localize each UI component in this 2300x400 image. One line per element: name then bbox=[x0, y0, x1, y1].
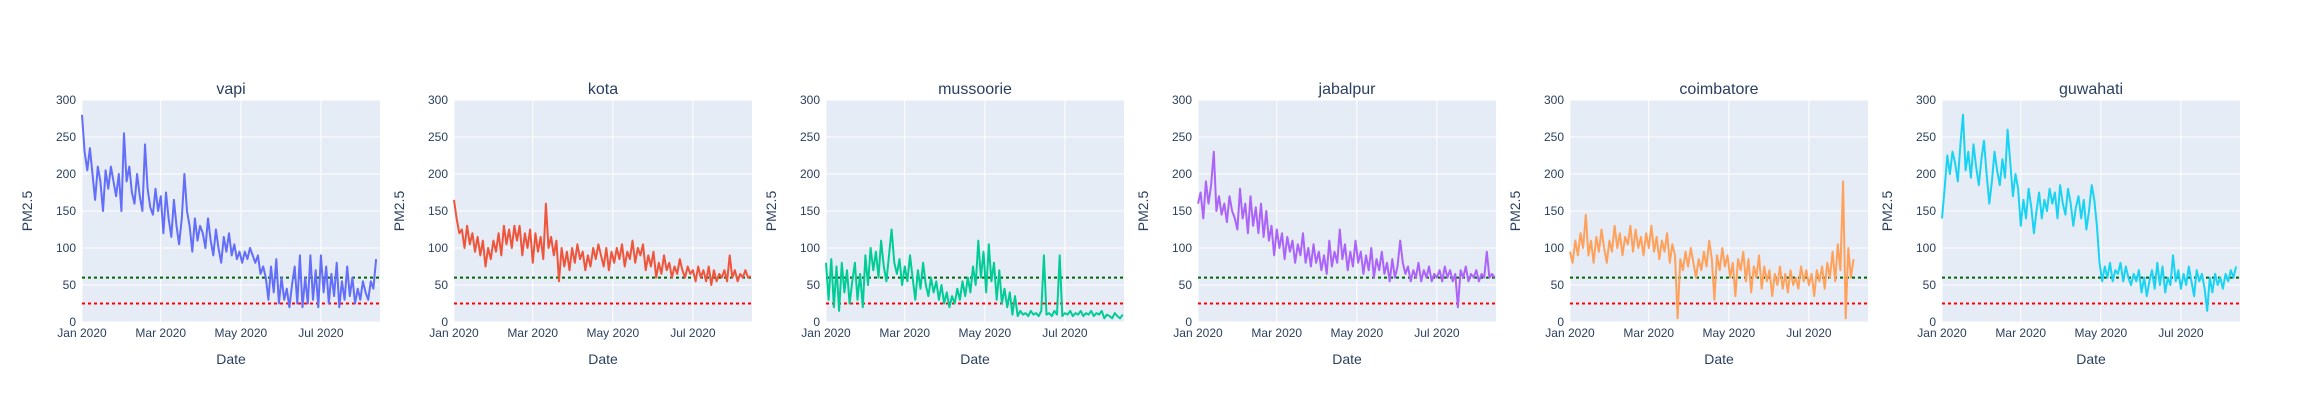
x-tick-label: Jan 2020 bbox=[57, 326, 107, 340]
y-tick-label: 150 bbox=[800, 204, 820, 218]
x-axis-title: Date bbox=[2076, 351, 2106, 367]
x-tick-label: Mar 2020 bbox=[1623, 326, 1674, 340]
series-line-jabalpur bbox=[1197, 150, 1496, 309]
y-tick-label: 150 bbox=[1916, 204, 1936, 218]
y-tick-label: 50 bbox=[1179, 278, 1193, 292]
x-tick-label: Jul 2020 bbox=[1414, 326, 1460, 340]
subplot-title: guwahati bbox=[2059, 81, 2123, 98]
y-tick-label: 250 bbox=[1916, 130, 1936, 144]
x-tick-label: Jan 2020 bbox=[1545, 326, 1595, 340]
y-tick-label: 100 bbox=[800, 241, 820, 255]
y-axis-title: PM2.5 bbox=[1879, 191, 1895, 232]
subplot-title: kota bbox=[588, 81, 618, 98]
y-tick-label: 200 bbox=[428, 167, 448, 181]
y-tick-label: 50 bbox=[63, 278, 77, 292]
y-axis-title: PM2.5 bbox=[391, 191, 407, 232]
y-tick-label: 150 bbox=[1544, 204, 1564, 218]
y-tick-label: 0 bbox=[1929, 315, 1936, 329]
subplot-vapi: 0 50 100 150 200 250 300 Jan 2020 Mar 2020 May 20… bbox=[19, 81, 380, 367]
x-tick-label: Mar 2020 bbox=[879, 326, 930, 340]
series-line-guwahati bbox=[1941, 113, 2238, 312]
subplot-title: coimbatore bbox=[1679, 81, 1758, 98]
y-axis-title: PM2.5 bbox=[19, 191, 35, 232]
x-tick-label: Jan 2020 bbox=[1173, 326, 1223, 340]
x-tick-label: May 2020 bbox=[958, 326, 1011, 340]
y-tick-label: 100 bbox=[428, 241, 448, 255]
series-line-mussoorie bbox=[825, 228, 1124, 320]
y-tick-label: 0 bbox=[69, 315, 76, 329]
y-tick-label: 250 bbox=[1172, 130, 1192, 144]
y-tick-label: 50 bbox=[807, 278, 821, 292]
x-tick-label: Jul 2020 bbox=[298, 326, 344, 340]
x-axis-title: Date bbox=[216, 351, 246, 367]
x-tick-label: Mar 2020 bbox=[1995, 326, 2046, 340]
x-tick-label: Jan 2020 bbox=[1917, 326, 1967, 340]
y-tick-label: 300 bbox=[1544, 93, 1564, 107]
y-tick-label: 300 bbox=[56, 93, 76, 107]
y-tick-label: 250 bbox=[800, 130, 820, 144]
y-tick-label: 100 bbox=[56, 241, 76, 255]
y-tick-label: 250 bbox=[428, 130, 448, 144]
y-tick-label: 50 bbox=[435, 278, 449, 292]
subplot-title: vapi bbox=[216, 81, 245, 98]
y-tick-label: 200 bbox=[56, 167, 76, 181]
y-tick-label: 0 bbox=[1557, 315, 1564, 329]
subplot-title: jabalpur bbox=[1318, 81, 1377, 98]
y-tick-label: 300 bbox=[800, 93, 820, 107]
y-tick-label: 300 bbox=[1172, 93, 1192, 107]
y-tick-label: 0 bbox=[1185, 315, 1192, 329]
subplot-title: mussoorie bbox=[938, 81, 1012, 98]
y-axis-title: PM2.5 bbox=[763, 191, 779, 232]
y-tick-label: 100 bbox=[1172, 241, 1192, 255]
subplot-guwahati: 0 50 100 150 200 250 300 Jan 2020 Mar 2020 May 20… bbox=[1879, 81, 2240, 367]
x-tick-label: Mar 2020 bbox=[1251, 326, 1302, 340]
y-tick-label: 50 bbox=[1551, 278, 1565, 292]
series-line-kota bbox=[453, 199, 752, 286]
y-tick-label: 100 bbox=[1544, 241, 1564, 255]
x-tick-label: Jul 2020 bbox=[1786, 326, 1832, 340]
y-tick-label: 250 bbox=[56, 130, 76, 144]
y-axis-title: PM2.5 bbox=[1135, 191, 1151, 232]
x-tick-label: Mar 2020 bbox=[507, 326, 558, 340]
x-tick-label: May 2020 bbox=[1330, 326, 1383, 340]
x-tick-label: May 2020 bbox=[586, 326, 639, 340]
y-tick-label: 150 bbox=[56, 204, 76, 218]
y-tick-label: 100 bbox=[1916, 241, 1936, 255]
x-axis-title: Date bbox=[1332, 351, 1362, 367]
series-line-coimbatore bbox=[1569, 180, 1855, 320]
subplot-coimbatore: 0 50 100 150 200 250 300 Jan 2020 Mar 2020 May 20… bbox=[1507, 81, 1868, 367]
subplot-jabalpur: 0 50 100 150 200 250 300 Jan 2020 Mar 2020 May 20… bbox=[1135, 81, 1496, 367]
y-tick-label: 0 bbox=[441, 315, 448, 329]
y-tick-label: 150 bbox=[428, 204, 448, 218]
x-tick-label: Jul 2020 bbox=[670, 326, 716, 340]
y-tick-label: 50 bbox=[1923, 278, 1937, 292]
y-tick-label: 200 bbox=[1544, 167, 1564, 181]
x-tick-label: May 2020 bbox=[214, 326, 267, 340]
x-axis-title: Date bbox=[1704, 351, 1734, 367]
y-tick-label: 200 bbox=[1172, 167, 1192, 181]
y-tick-label: 0 bbox=[813, 315, 820, 329]
series-line-vapi bbox=[81, 114, 378, 309]
x-tick-label: Jul 2020 bbox=[2158, 326, 2204, 340]
x-axis-title: Date bbox=[960, 351, 990, 367]
y-tick-label: 300 bbox=[428, 93, 448, 107]
y-tick-label: 300 bbox=[1916, 93, 1936, 107]
y-axis-title: PM2.5 bbox=[1507, 191, 1523, 232]
x-tick-label: May 2020 bbox=[1702, 326, 1755, 340]
x-tick-label: May 2020 bbox=[2074, 326, 2127, 340]
x-tick-label: Jan 2020 bbox=[429, 326, 479, 340]
y-tick-label: 200 bbox=[800, 167, 820, 181]
x-tick-label: Jul 2020 bbox=[1042, 326, 1088, 340]
x-tick-label: Jan 2020 bbox=[801, 326, 851, 340]
y-tick-label: 250 bbox=[1544, 130, 1564, 144]
x-axis-title: Date bbox=[588, 351, 618, 367]
y-tick-label: 150 bbox=[1172, 204, 1192, 218]
subplot-mussoorie: 0 50 100 150 200 250 300 Jan 2020 Mar 2020 May 20… bbox=[763, 81, 1124, 367]
y-tick-label: 200 bbox=[1916, 167, 1936, 181]
x-tick-label: Mar 2020 bbox=[135, 326, 186, 340]
subplot-kota: 0 50 100 150 200 250 300 Jan 2020 Mar 2020 May 20… bbox=[391, 81, 752, 367]
